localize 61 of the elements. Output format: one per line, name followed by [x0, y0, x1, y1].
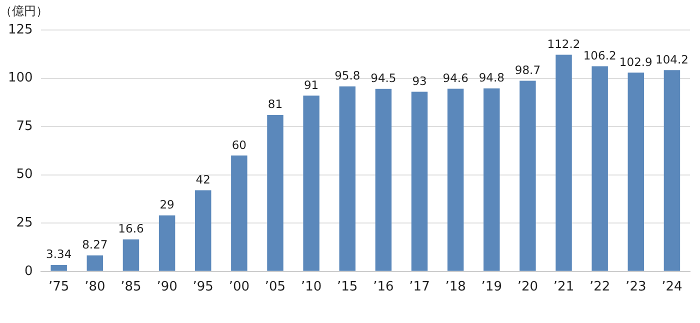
x-tick-label: ’16 [373, 280, 394, 295]
y-tick-label: 0 [24, 264, 33, 279]
data-label: 93 [412, 74, 427, 88]
x-tick-label: ’90 [156, 280, 178, 295]
bar [484, 88, 500, 271]
bar [158, 215, 176, 271]
y-tick-label: 75 [16, 118, 33, 134]
data-label: 94.8 [478, 70, 504, 85]
data-label: 91 [304, 78, 319, 92]
bar [231, 156, 248, 271]
x-tick-label: ’19 [481, 280, 502, 295]
bar [375, 88, 392, 271]
data-label: 29 [160, 198, 174, 212]
x-tick-label: ’15 [337, 280, 358, 295]
data-label: 98.7 [514, 63, 541, 78]
bar [556, 54, 572, 271]
y-tick-label: 50 [16, 167, 33, 182]
x-tick-label: ’20 [517, 280, 538, 295]
data-label: 102.9 [619, 54, 652, 69]
data-label: 94.5 [370, 71, 396, 86]
bar [194, 190, 212, 271]
x-tick-label: ’85 [120, 280, 142, 295]
x-tick-label: ’17 [409, 280, 430, 295]
x-tick-label: ’00 [228, 280, 250, 295]
x-tick-label: ’95 [192, 280, 214, 295]
bar [447, 88, 464, 271]
data-label: 94.6 [442, 70, 468, 85]
data-label: 3.34 [46, 247, 72, 262]
x-tick-label: ’23 [626, 280, 646, 295]
data-label: 106.2 [583, 48, 616, 63]
data-label: 104.2 [656, 52, 688, 66]
data-label: 8.27 [82, 238, 108, 252]
x-tick-label: ’24 [662, 280, 682, 295]
bar [122, 239, 140, 271]
data-label: 42 [196, 172, 210, 187]
bar [339, 86, 356, 271]
y-tick-label: 125 [8, 22, 33, 38]
bar [592, 66, 608, 271]
x-tick-label: ’75 [48, 280, 70, 295]
bar [664, 70, 680, 271]
bar [267, 114, 284, 271]
bar [520, 80, 536, 271]
bar [411, 92, 428, 271]
x-tick-label: ’21 [553, 280, 574, 295]
bar [628, 72, 644, 271]
data-label: 60 [232, 138, 246, 152]
x-tick-label: ’05 [264, 280, 286, 295]
y-tick-label: 25 [16, 215, 33, 230]
bar [303, 96, 320, 271]
y-tick-label: 100 [8, 70, 33, 86]
x-tick-label: ’18 [445, 280, 466, 295]
y-axis-title: （億円） [0, 4, 48, 18]
data-label: 16.6 [118, 222, 144, 236]
x-tick-label: ’22 [589, 280, 610, 295]
bar [50, 264, 67, 271]
bar [86, 255, 104, 271]
x-tick-label: ’10 [300, 280, 322, 295]
data-label: 112.2 [547, 36, 580, 51]
data-label: 95.8 [334, 68, 360, 83]
x-tick-label: ’80 [84, 280, 106, 295]
data-label: 81 [268, 97, 283, 112]
